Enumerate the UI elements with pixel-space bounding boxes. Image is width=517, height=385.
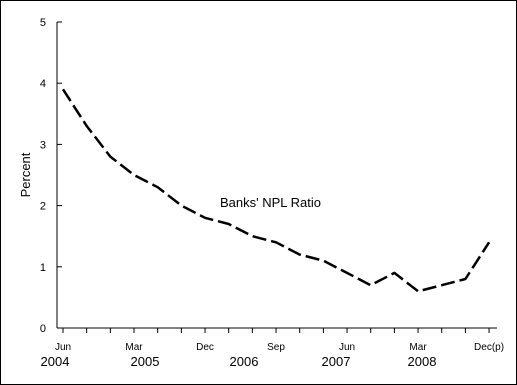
x-month-label: Mar bbox=[409, 342, 427, 353]
y-tick-label: 1 bbox=[40, 262, 46, 274]
axes bbox=[56, 22, 497, 329]
x-month-label: Sep bbox=[267, 342, 285, 353]
x-month-label: Jun bbox=[339, 342, 355, 353]
x-year-label: 2006 bbox=[230, 354, 259, 369]
x-month-label: Mar bbox=[125, 342, 143, 353]
x-month-label: Jun bbox=[55, 342, 71, 353]
x-month-label: Dec bbox=[196, 342, 214, 353]
y-tick-label: 5 bbox=[40, 17, 46, 29]
x-month-label: Dec(p) bbox=[474, 342, 504, 353]
x-year-label: 2005 bbox=[131, 354, 160, 369]
x-year-label: 2007 bbox=[322, 354, 351, 369]
tick-labels: 0 1 2 3 4 5 Jun Mar Dec Sep Jun Mar Dec(p) 2004 2005 20… bbox=[40, 17, 504, 369]
x-year-label: 2004 bbox=[41, 354, 70, 369]
y-tick-label: 3 bbox=[40, 139, 46, 151]
x-year-label: 2008 bbox=[408, 354, 437, 369]
y-tick-label: 0 bbox=[40, 323, 46, 335]
y-tick-label: 2 bbox=[40, 201, 46, 213]
series-annotation: Banks' NPL Ratio bbox=[220, 195, 321, 210]
ticks bbox=[57, 21, 490, 333]
y-axis-title: Percent bbox=[18, 152, 33, 197]
y-tick-label: 4 bbox=[40, 78, 46, 90]
series-group bbox=[61, 88, 491, 293]
series-line-npl-ratio bbox=[61, 88, 491, 293]
